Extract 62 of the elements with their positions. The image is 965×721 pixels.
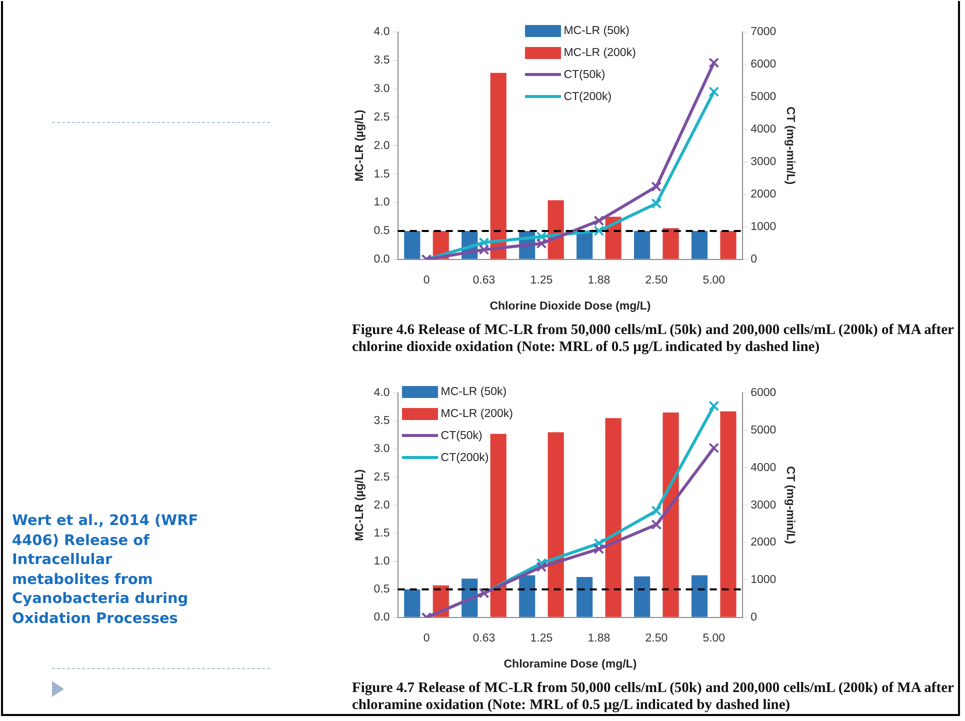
y2-tick-label: 0 xyxy=(750,254,758,266)
y-tick-label: 1.0 xyxy=(374,196,390,209)
y2-tick-label: 3000 xyxy=(750,499,776,512)
y-tick-label: 3.5 xyxy=(374,54,390,67)
x-tick-label: 0.63 xyxy=(472,632,496,644)
y2-tick-label: 4000 xyxy=(750,462,776,474)
text: Wert et al., 2014 (WRF 4406) Release of Intracellular metabolites from Cyanobacteria during Oxidation Processes xyxy=(12,512,200,628)
x-axis-title: Chlorine Dioxide Dose (mg/L) xyxy=(490,300,651,312)
y-tick-label: 1.5 xyxy=(374,527,390,540)
y2-tick-label: 1000 xyxy=(750,574,776,586)
y2-tick-label: 5000 xyxy=(750,91,776,104)
y2-tick-label: 2000 xyxy=(750,188,776,201)
y2-axis-title: CT (mg-min/L) xyxy=(784,106,796,185)
x-tick-label: 0 xyxy=(423,632,430,644)
y-tick-label: 0.5 xyxy=(374,584,390,596)
y2-tick-label: 5000 xyxy=(750,424,776,436)
x-tick-label: 1.88 xyxy=(588,632,610,644)
y-tick-label: 2.0 xyxy=(374,140,390,152)
legend-label: MC-LR (50k) xyxy=(564,24,630,39)
legend-label: MC-LR (200k) xyxy=(564,46,636,61)
x-tick-label: 1.25 xyxy=(530,274,553,286)
y2-tick-label: 4000 xyxy=(750,124,776,136)
y-axis-title: MC-LR (µg/L) xyxy=(354,469,366,542)
legend-label: MC-LR (200k) xyxy=(440,406,513,422)
y2-axis-title: CT (mg-min/L) xyxy=(784,466,796,544)
y-tick-label: 3.5 xyxy=(374,415,390,428)
x-tick-label: 5.00 xyxy=(702,632,726,644)
x-tick-label: 0 xyxy=(423,274,430,286)
y-tick-label: 0.0 xyxy=(374,612,390,624)
x-tick-label: 0.63 xyxy=(472,274,496,286)
y-tick-label: 0.0 xyxy=(374,254,390,266)
x-tick-label: 2.50 xyxy=(645,274,668,286)
y2-tick-label: 6000 xyxy=(750,387,776,400)
y-tick-label: 1.5 xyxy=(374,168,390,180)
y-tick-label: 3.0 xyxy=(374,443,390,456)
y-tick-label: 4.0 xyxy=(374,387,390,400)
y-tick-label: 3.0 xyxy=(374,82,390,95)
caption: Figure 4.7 Release of MC-LR from 50,000 cells/mL (50k) and 200,000 cells/mL (200k) of MA after chloramine oxidation (Note: MRL of 0.5 µg/L indicated by dashed line) xyxy=(352,680,955,714)
x-tick-label: 1.88 xyxy=(588,274,610,286)
y2-tick-label: 0 xyxy=(750,612,758,624)
x-tick-label: 1.25 xyxy=(530,632,553,644)
y-tick-label: 0.5 xyxy=(374,225,390,238)
y2-tick-label: 3000 xyxy=(750,156,776,168)
legend-label: CT(200k) xyxy=(564,90,612,105)
y-tick-label: 2.0 xyxy=(374,499,390,512)
x-tick-label: 5.00 xyxy=(702,274,726,286)
y-tick-label: 2.5 xyxy=(374,111,390,124)
y2-tick-label: 1000 xyxy=(750,221,776,234)
legend-label: CT(50k) xyxy=(440,428,482,444)
x-tick-label: 2.50 xyxy=(645,632,668,644)
y-tick-label: 4.0 xyxy=(374,26,390,38)
y-axis-title: MC-LR (µg/L) xyxy=(354,110,366,182)
legend-label: CT(50k) xyxy=(564,68,606,83)
caption: Figure 4.6 Release of MC-LR from 50,000 cells/mL (50k) and 200,000 cells/mL (200k) of MA after chlorine dioxide oxidation (Note: MRL of 0.5 µg/L indicated by dashed line) xyxy=(352,322,955,356)
y-tick-label: 2.5 xyxy=(374,471,390,484)
y2-tick-label: 7000 xyxy=(750,26,776,38)
y2-tick-label: 6000 xyxy=(750,58,776,71)
y-tick-label: 1.0 xyxy=(374,555,390,568)
x-axis-title: Chloramine Dose (mg/L) xyxy=(504,658,637,670)
y2-tick-label: 2000 xyxy=(750,536,776,549)
legend-label: MC-LR (50k) xyxy=(440,384,507,400)
legend-label: CT(200k) xyxy=(440,450,489,466)
